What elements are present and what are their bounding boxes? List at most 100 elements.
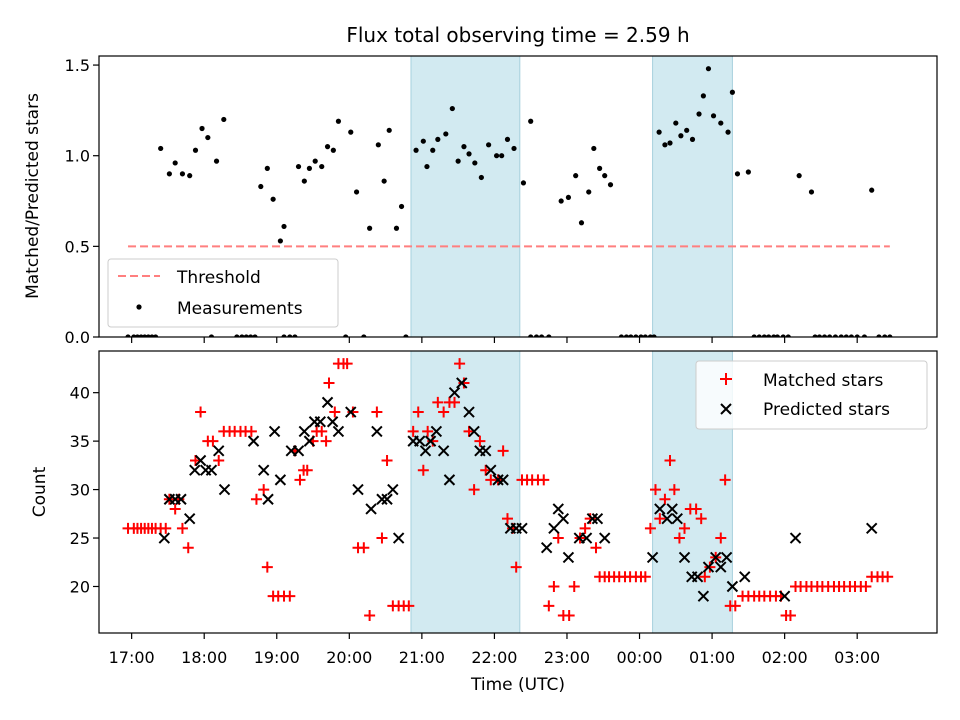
- predicted-star-marker: [726, 580, 739, 593]
- y-tick-label: 20: [70, 577, 90, 596]
- measurement-point: [504, 136, 511, 142]
- measurement-point: [869, 187, 875, 193]
- predicted-star-marker: [778, 590, 791, 602]
- predicted-star-marker: [586, 512, 599, 525]
- measurement-point: [478, 174, 484, 181]
- matched-star-marker: [250, 493, 262, 505]
- measurement-point: [538, 334, 545, 337]
- predicted-stars-points: [158, 377, 878, 602]
- matched-star-marker: [364, 610, 376, 622]
- matched-star-marker: [301, 464, 313, 476]
- measurement-point: [673, 120, 679, 126]
- matched-star-marker: [182, 542, 194, 554]
- bottom-shaded-regions: [410, 351, 733, 633]
- measurement-point: [827, 334, 833, 337]
- matched-star-marker: [690, 503, 702, 515]
- predicted-star-marker: [371, 425, 383, 438]
- matched-star-marker: [584, 513, 596, 525]
- matched-star-marker: [468, 484, 480, 496]
- measurement-point: [578, 220, 585, 226]
- predicted-star-marker: [326, 416, 339, 428]
- matched-star-marker: [719, 474, 731, 486]
- x-tick-label: 21:00: [399, 648, 445, 667]
- measurement-point: [816, 334, 823, 337]
- shaded-interval: [410, 56, 521, 337]
- measurement-point: [187, 173, 193, 179]
- bottom-axes-frame: [98, 350, 938, 634]
- x-tick-label: 23:00: [544, 648, 590, 667]
- measurement-point: [656, 129, 662, 135]
- legend-predicted-label: Predicted stars: [763, 400, 890, 420]
- measurement-point: [319, 163, 325, 170]
- matched-star-marker: [160, 522, 172, 534]
- matched-star-marker: [195, 406, 207, 418]
- x-tick-label: 01:00: [689, 648, 735, 667]
- x-tick-label: 22:00: [471, 648, 517, 667]
- bottom-legend-box: [695, 360, 928, 430]
- measurement-point: [633, 334, 639, 337]
- measurement-points: [125, 66, 893, 337]
- measurement-point: [591, 145, 597, 152]
- predicted-star-marker: [376, 493, 388, 505]
- shaded-interval: [652, 56, 733, 337]
- matched-star-marker: [432, 396, 444, 408]
- matched-star-marker: [245, 425, 257, 437]
- matched-star-marker: [323, 377, 335, 389]
- predicted-star-marker: [158, 532, 171, 544]
- measurement-point: [420, 138, 426, 144]
- matched-star-marker: [715, 532, 727, 544]
- measurement-point: [700, 93, 706, 99]
- predicted-star-marker: [552, 503, 564, 515]
- legend-matched-swatch: [720, 373, 732, 385]
- measurement-point: [607, 182, 614, 188]
- measurement-point: [455, 158, 461, 164]
- matched-star-marker: [538, 474, 550, 486]
- measurement-point: [696, 111, 702, 117]
- measurement-point: [403, 334, 409, 337]
- measurement-point: [638, 334, 644, 337]
- measurement-point: [208, 334, 215, 337]
- matched-star-marker: [552, 532, 564, 544]
- predicted-star-marker: [413, 435, 426, 447]
- measurement-point: [301, 178, 307, 184]
- measurement-point: [718, 120, 724, 126]
- matched-star-marker: [358, 542, 370, 554]
- measurement-point: [573, 173, 579, 179]
- predicted-star-marker: [183, 512, 196, 525]
- y-tick-label: 1.0: [65, 147, 90, 166]
- measurement-point: [472, 160, 478, 166]
- measurement-point: [270, 196, 276, 202]
- predicted-star-marker: [247, 435, 260, 447]
- top-panel: 0.0 0.5 1.0 1.5 Matched/Predicted stars Thr…: [23, 55, 938, 347]
- shaded-interval: [410, 351, 521, 633]
- matched-star-marker: [590, 542, 602, 554]
- measurement-point: [597, 165, 603, 171]
- predicted-star-marker: [591, 512, 604, 525]
- predicted-star-marker: [562, 551, 575, 564]
- matched-star-marker: [316, 425, 328, 437]
- measurement-point: [277, 238, 283, 244]
- measurement-point: [796, 173, 802, 179]
- matched-star-marker: [501, 513, 513, 525]
- measurement-point: [424, 163, 430, 170]
- matched-star-marker: [347, 406, 359, 418]
- measurement-point: [725, 129, 731, 135]
- matched-stars-points: [122, 358, 894, 622]
- legend-predicted-swatch: [720, 403, 732, 415]
- measurement-point: [751, 334, 757, 337]
- measurement-point: [861, 334, 868, 337]
- matched-star-marker: [422, 425, 434, 437]
- measurement-point: [258, 183, 264, 190]
- measurement-point: [393, 225, 400, 231]
- predicted-star-marker: [463, 406, 475, 418]
- predicted-star-marker: [392, 532, 405, 544]
- predicted-star-marker: [789, 532, 802, 544]
- predicted-star-marker: [419, 445, 432, 457]
- matched-star-marker: [176, 522, 188, 534]
- bottom-x-axis: 17:00 18:00 19:00 20:00 21:00 22:00 23:00 00:00…: [109, 633, 880, 667]
- measurement-point: [486, 142, 492, 148]
- predicted-star-marker: [715, 561, 727, 573]
- measurement-point: [565, 194, 572, 201]
- bottom-x-axis-label: Time (UTC): [470, 675, 565, 695]
- predicted-star-marker: [298, 425, 311, 438]
